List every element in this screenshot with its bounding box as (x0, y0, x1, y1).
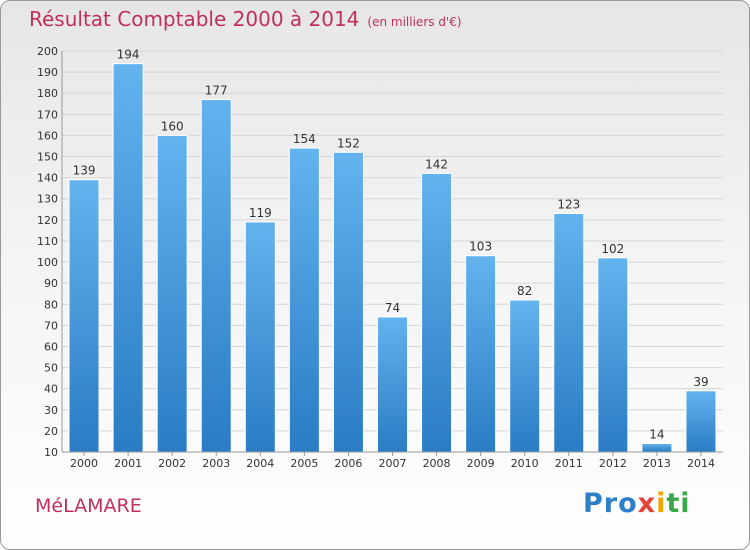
logo-part-2: x (637, 488, 657, 519)
y-tick-label: 150 (37, 151, 58, 164)
bar (112, 63, 144, 453)
y-tick-label: 110 (37, 235, 58, 248)
y-tick-label: 170 (37, 108, 58, 121)
title-text: Résultat Comptable 2000 à 2014 (29, 7, 360, 31)
y-tick-label: 100 (37, 256, 58, 269)
value-label: 39 (693, 375, 708, 389)
chart-title: Résultat Comptable 2000 à 2014 (en millie… (29, 7, 462, 31)
bars: 139 194 160 177 119 154 152 74 142 103 82 123 102 14 3… (68, 48, 717, 453)
value-label: 152 (337, 136, 360, 150)
y-tick-label: 80 (44, 298, 58, 311)
x-tick-label: 2004 (246, 457, 274, 470)
y-tick-label: 200 (37, 45, 58, 58)
value-label: 119 (249, 206, 272, 220)
logo-part-3: i (656, 488, 667, 519)
bar (156, 134, 188, 453)
x-tick-label: 2014 (687, 457, 715, 470)
bar (465, 255, 497, 453)
value-label: 142 (425, 157, 448, 171)
y-tick-label: 70 (44, 319, 58, 332)
value-label: 194 (117, 48, 140, 62)
x-tick-label: 2013 (643, 457, 671, 470)
value-label: 177 (205, 84, 228, 98)
bar (597, 257, 629, 453)
value-label: 82 (517, 284, 532, 298)
value-label: 102 (601, 242, 624, 256)
x-tick-label: 2011 (555, 457, 583, 470)
chart-subtitle: (en milliers d'€) (367, 15, 462, 29)
x-tick-label: 2003 (202, 457, 230, 470)
y-tick-label: 50 (44, 362, 58, 375)
x-tick-label: 2006 (334, 457, 362, 470)
bar (68, 179, 100, 453)
bar (685, 390, 717, 453)
logo-part-1: Pro (583, 488, 638, 519)
value-label: 14 (649, 428, 664, 442)
y-tick-label: 10 (44, 446, 58, 459)
x-tick-label: 2000 (70, 457, 98, 470)
y-tick-label: 90 (44, 277, 58, 290)
bar (421, 172, 453, 453)
bar (509, 299, 541, 453)
y-tick-label: 120 (37, 214, 58, 227)
x-tick-label: 2012 (599, 457, 627, 470)
y-tick-label: 190 (37, 66, 58, 79)
bar (332, 151, 364, 453)
bar (200, 99, 232, 453)
logo-part-4: ti (666, 488, 691, 519)
y-tick-label: 40 (44, 383, 58, 396)
x-tick-label: 2010 (511, 457, 539, 470)
y-tick-label: 20 (44, 425, 58, 438)
value-label: 154 (293, 132, 316, 146)
x-tick-label: 2002 (158, 457, 186, 470)
commune-name: MéLAMARE (35, 495, 142, 517)
y-tick-label: 130 (37, 193, 58, 206)
y-tick-label: 160 (37, 129, 58, 142)
bar (641, 443, 673, 453)
value-label: 139 (73, 164, 96, 178)
value-label: 103 (469, 240, 492, 254)
value-label: 74 (385, 301, 400, 315)
bar (288, 147, 320, 453)
bar (244, 221, 276, 453)
x-tick-label: 2005 (290, 457, 318, 470)
y-tick-label: 140 (37, 172, 58, 185)
y-tick-label: 30 (44, 404, 58, 417)
x-tick-label: 2008 (423, 457, 451, 470)
bar (377, 316, 408, 453)
x-tick-label: 2001 (114, 457, 142, 470)
x-tick-label: 2009 (467, 457, 495, 470)
axes: 1020304050607080901001101201301401501601… (37, 45, 723, 470)
value-label: 123 (557, 198, 580, 212)
bar (553, 213, 585, 453)
y-tick-label: 180 (37, 87, 58, 100)
y-tick-label: 60 (44, 340, 58, 353)
proxiti-logo: Proxiti (583, 488, 691, 519)
value-label: 160 (161, 119, 184, 133)
x-tick-label: 2007 (379, 457, 407, 470)
